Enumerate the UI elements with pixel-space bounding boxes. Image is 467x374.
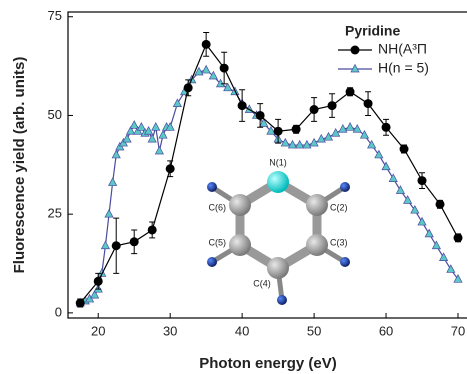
data-point — [274, 127, 283, 136]
y-tick-label: 75 — [48, 8, 62, 23]
data-point — [310, 105, 319, 114]
data-point — [418, 176, 427, 185]
data-point — [130, 121, 138, 129]
legend-label: NH(A³Π — [378, 41, 427, 57]
data-point — [173, 99, 181, 107]
data-point — [166, 164, 175, 173]
data-point — [454, 233, 463, 242]
x-tick-label: 30 — [163, 323, 177, 338]
data-point — [382, 162, 390, 170]
data-point — [112, 150, 120, 158]
data-point — [94, 277, 103, 286]
atom-label: C(6) — [209, 202, 227, 212]
data-point — [159, 131, 167, 139]
data-point — [109, 178, 117, 186]
x-tick-label: 20 — [91, 323, 105, 338]
atom-label: C(3) — [330, 237, 348, 247]
data-point — [209, 71, 217, 79]
data-point — [436, 200, 445, 209]
data-point — [155, 146, 163, 154]
data-point — [292, 125, 301, 134]
data-point — [130, 237, 139, 246]
x-axis-label: Photon energy (eV) — [199, 355, 337, 372]
data-point — [152, 123, 160, 131]
atom-label: C(4) — [253, 278, 271, 288]
legend-label: H(n = 5) — [378, 60, 429, 76]
data-point — [328, 101, 337, 110]
x-tick-label: 50 — [307, 323, 321, 338]
data-point — [346, 123, 354, 131]
data-point — [364, 99, 373, 108]
data-point — [382, 123, 391, 132]
data-point — [202, 66, 210, 74]
data-point — [418, 218, 426, 226]
data-point — [440, 253, 448, 261]
x-tick-label: 70 — [451, 323, 465, 338]
data-point — [296, 141, 304, 149]
data-point — [396, 186, 404, 194]
data-point — [360, 131, 368, 139]
plot-frame — [68, 12, 467, 318]
data-point — [148, 135, 156, 143]
data-point — [400, 145, 409, 154]
data-point — [184, 83, 193, 92]
data-point — [202, 40, 211, 49]
atom-label: C(5) — [209, 237, 227, 247]
atom-label: N(1) — [269, 157, 287, 167]
legend-marker — [351, 46, 360, 55]
x-tick-label: 60 — [379, 323, 393, 338]
data-point — [112, 241, 121, 250]
data-point — [76, 298, 85, 307]
data-point — [346, 87, 355, 96]
data-point — [447, 265, 455, 273]
data-point — [256, 111, 265, 120]
data-point — [148, 225, 157, 234]
data-point — [220, 64, 229, 73]
data-point — [123, 135, 131, 143]
y-tick-label: 50 — [48, 107, 62, 122]
y-tick-label: 25 — [48, 206, 62, 221]
atom-label: C(2) — [330, 202, 348, 212]
legend-title: Pyridine — [345, 23, 400, 39]
data-point — [432, 241, 440, 249]
data-point — [425, 229, 433, 237]
data-point — [101, 241, 109, 249]
legend-marker — [351, 65, 359, 73]
x-tick-label: 40 — [235, 323, 249, 338]
y-tick-label: 0 — [55, 304, 62, 319]
data-point — [137, 123, 145, 131]
molecule: N(1) C(2) C(3) C(4) C(5) C(6) — [207, 157, 350, 305]
data-point — [238, 101, 247, 110]
data-point — [389, 174, 397, 182]
chart: N(1) C(2) C(3) C(4) C(5) C(6) Photon ene… — [0, 0, 467, 374]
data-point — [105, 210, 113, 218]
y-axis-label: Fluorescence yield (arb. units) — [11, 57, 28, 274]
